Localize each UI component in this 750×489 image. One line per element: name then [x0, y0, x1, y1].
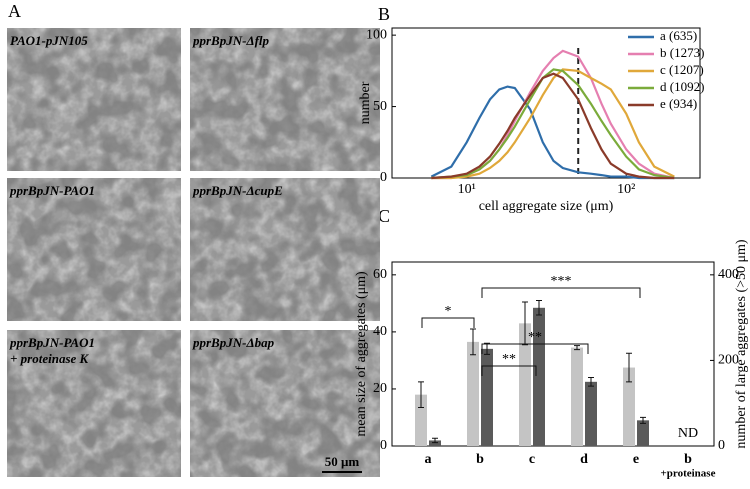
- x-tick-label: 10²: [617, 182, 635, 197]
- legend-label: b (1273): [660, 45, 704, 60]
- error-bar: [418, 381, 424, 408]
- series-line: [430, 85, 675, 180]
- significance-label: ***: [551, 274, 572, 289]
- significance-bracket: [481, 343, 589, 354]
- bar: [533, 307, 545, 446]
- category-note: +proteinase: [661, 468, 716, 480]
- micrograph-aggregates: [190, 28, 380, 171]
- y2-tick-label: 400: [718, 267, 739, 282]
- error-bar: [470, 328, 476, 356]
- error-bar: [640, 416, 646, 424]
- bar: [585, 381, 597, 446]
- bar: [481, 348, 493, 446]
- y2-axis-label: number of large aggregates (>50 μm): [734, 239, 749, 448]
- series-line: [431, 72, 675, 180]
- y-axis-label: number: [358, 81, 373, 124]
- scale-bar-label: 50 μm: [325, 454, 360, 469]
- x-tick-label: d: [580, 452, 588, 467]
- legend-label: e (934): [660, 96, 697, 111]
- annotation: ND: [678, 426, 698, 441]
- image-label: PAO1-pJN105: [10, 33, 88, 48]
- legend-label: a (635): [660, 28, 697, 43]
- error-bar: [522, 301, 528, 346]
- bar: [637, 420, 649, 446]
- y-tick-label: 100: [366, 27, 387, 42]
- image-label: pprBpJN-Δflp: [192, 33, 270, 48]
- significance-bracket: [481, 287, 641, 298]
- y2-tick-label: 0: [718, 438, 725, 453]
- bar: [429, 440, 441, 446]
- error-bar: [626, 352, 632, 383]
- legend-label: c (1207): [660, 62, 704, 77]
- error-bar: [432, 437, 438, 444]
- significance-label: **: [502, 352, 516, 367]
- y-tick-label: 20: [373, 381, 387, 396]
- legend-label: d (1092): [660, 79, 704, 94]
- image-label: pprBpJN-ΔcupE: [192, 183, 283, 198]
- panel-letter: A: [8, 1, 21, 21]
- x-tick-label: c: [529, 452, 535, 467]
- series-line: [431, 68, 675, 180]
- micrograph-aggregates: [7, 178, 181, 321]
- y2-tick-label: 200: [718, 353, 739, 368]
- micrograph-aggregates: [190, 178, 380, 321]
- micrograph-aggregates: [7, 28, 181, 171]
- error-bar: [588, 377, 594, 387]
- significance-bracket: [421, 317, 475, 328]
- series-line: [431, 68, 675, 180]
- x-tick-label: 10¹: [458, 182, 476, 197]
- micrograph-aggregates: [190, 330, 380, 477]
- error-bar: [484, 342, 490, 355]
- x-tick-label: a: [425, 452, 432, 467]
- bar: [623, 367, 635, 446]
- significance-label: *: [445, 304, 452, 319]
- error-bar: [536, 300, 542, 316]
- y-tick-label: 40: [373, 324, 387, 339]
- plot-frame: [391, 27, 701, 179]
- x-tick-label: b: [684, 452, 692, 467]
- y-tick-label: 60: [373, 267, 387, 282]
- bar: [467, 341, 479, 446]
- image-label: pprBpJN-PAO1: [9, 335, 95, 350]
- y-tick-label: 0: [380, 170, 387, 185]
- y-axis-label: mean size of aggregates (μm): [354, 271, 369, 437]
- micrograph-aggregates: [7, 330, 181, 477]
- image-label: pprBpJN-Δbap: [192, 335, 275, 350]
- image-label: pprBpJN-PAO1: [9, 183, 95, 198]
- bar: [519, 323, 531, 446]
- y-tick-label: 50: [373, 99, 387, 114]
- image-label: + proteinase K: [10, 351, 90, 366]
- bar: [571, 347, 583, 446]
- x-axis-label: cell aggregate size (μm): [479, 199, 614, 214]
- panel-letter: C: [378, 206, 390, 226]
- error-bar: [574, 345, 580, 351]
- plot-frame: [391, 261, 715, 447]
- y-tick-label: 0: [380, 438, 387, 453]
- significance-bracket: [481, 365, 537, 376]
- x-tick-label: e: [633, 452, 639, 467]
- panel-letter: B: [378, 4, 390, 24]
- x-tick-label: b: [476, 452, 484, 467]
- significance-label: **: [528, 330, 542, 345]
